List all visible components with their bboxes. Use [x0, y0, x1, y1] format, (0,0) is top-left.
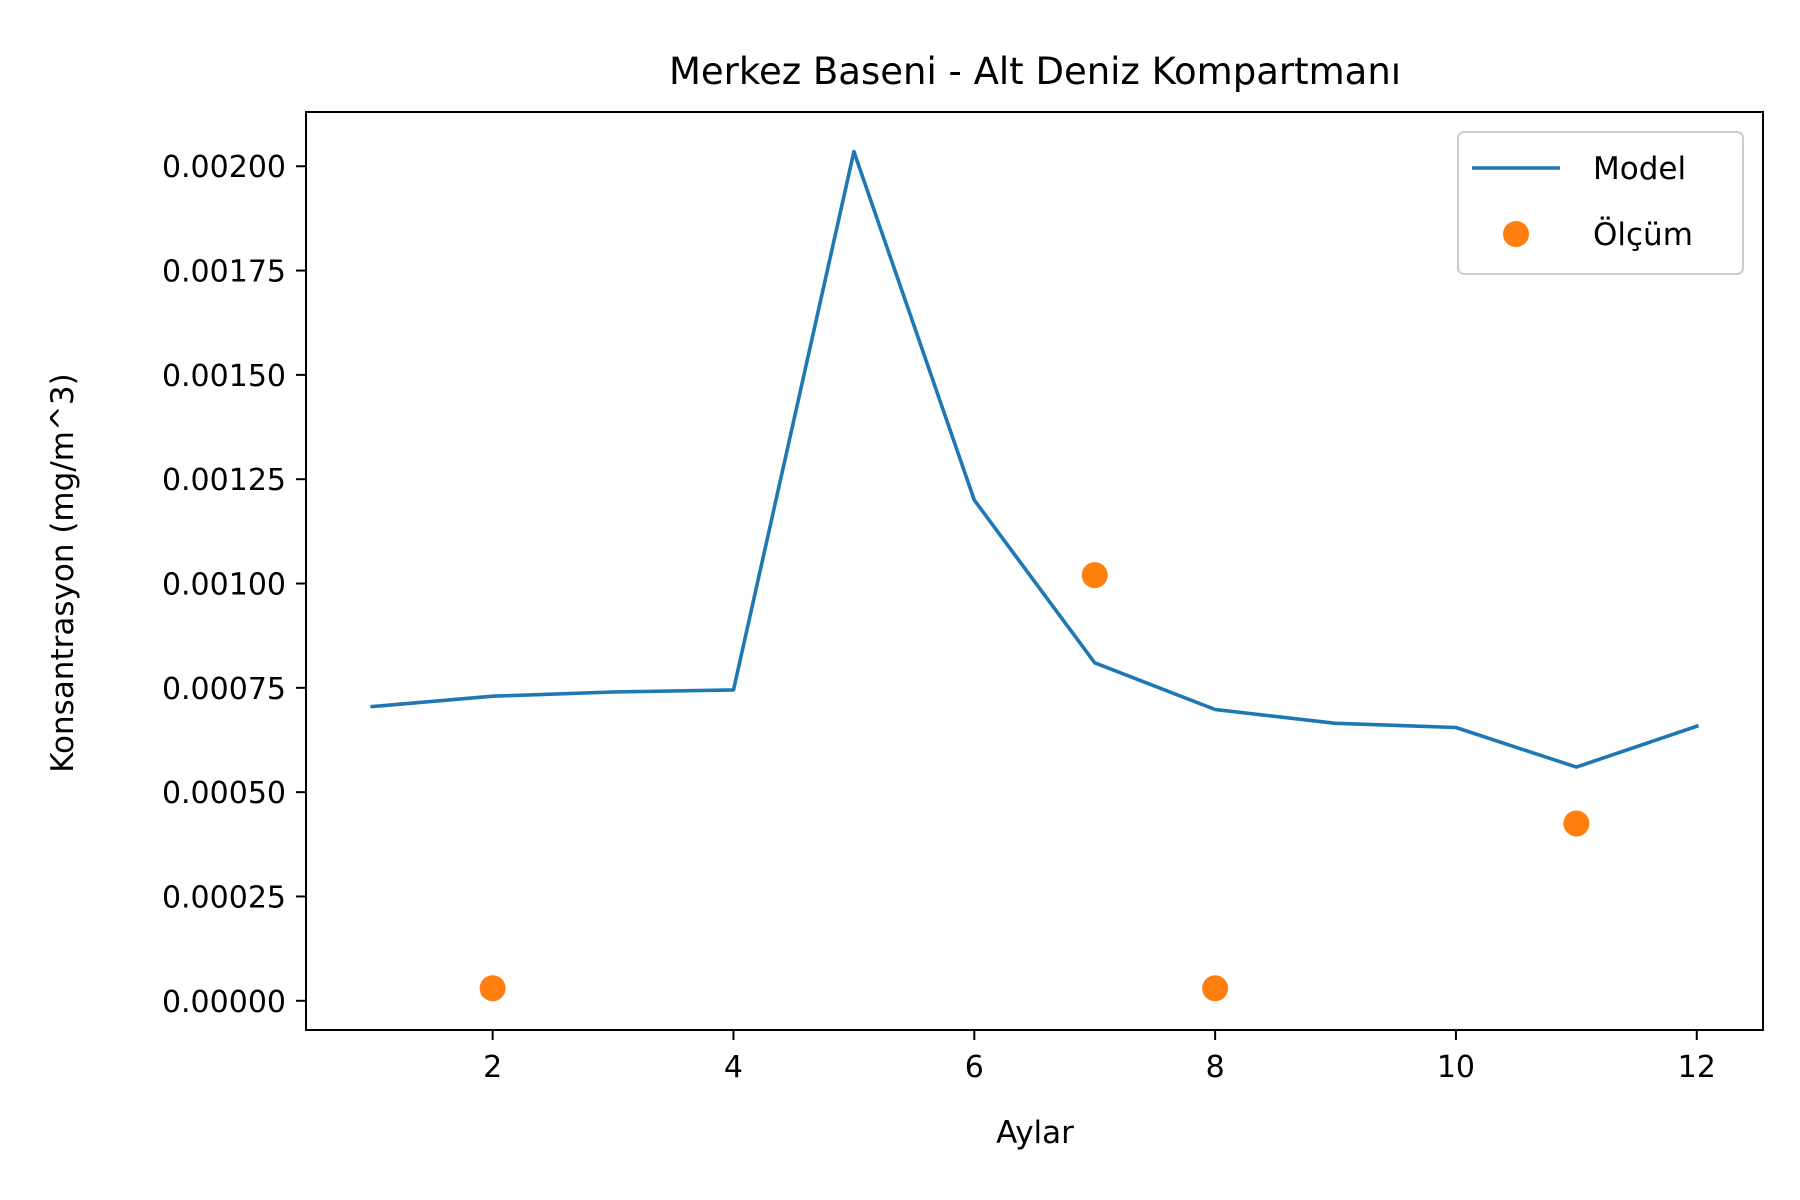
x-tick-label: 8 — [1206, 1050, 1225, 1085]
legend: Model Ölçüm — [1457, 131, 1744, 275]
x-tick-label: 2 — [483, 1050, 502, 1085]
y-tick-label: 0.00150 — [162, 359, 286, 394]
plot-frame — [305, 111, 1764, 1031]
x-axis-label: Aylar — [996, 1115, 1074, 1151]
measurement-point — [479, 975, 506, 1002]
y-tick-label: 0.00000 — [162, 985, 286, 1020]
measurement-point — [1081, 562, 1108, 589]
x-tick-label: 10 — [1437, 1050, 1475, 1085]
x-tick-label: 6 — [965, 1050, 984, 1085]
y-tick-label: 0.00100 — [162, 568, 286, 603]
y-tick-label: 0.00025 — [162, 880, 286, 915]
model-line — [370, 149, 1700, 769]
x-tick-label: 4 — [724, 1050, 743, 1085]
legend-label: Ölçüm — [1593, 216, 1693, 253]
x-axis: 2 4 6 8 10 12 — [483, 1030, 1716, 1085]
y-tick-label: 0.00075 — [162, 672, 286, 707]
measurement-point — [1563, 810, 1590, 837]
x-tick-label: 12 — [1678, 1050, 1716, 1085]
measurement-point — [1202, 975, 1229, 1002]
y-tick-label: 0.00200 — [162, 150, 286, 185]
y-axis-label: Konsantrasyon (mg/m^3) — [45, 373, 81, 772]
y-tick-label: 0.00175 — [162, 255, 286, 290]
plot-area — [305, 111, 1764, 1031]
y-tick-label: 0.00125 — [162, 463, 286, 498]
y-axis: 0.00000 0.00025 0.00050 0.00075 0.00100 0.001… — [162, 150, 306, 1020]
y-tick-label: 0.00050 — [162, 776, 286, 811]
legend-point-swatch — [1503, 221, 1529, 247]
legend-label: Model — [1593, 151, 1686, 187]
chart-title: Merkez Baseni - Alt Deniz Kompartmanı — [669, 50, 1401, 93]
